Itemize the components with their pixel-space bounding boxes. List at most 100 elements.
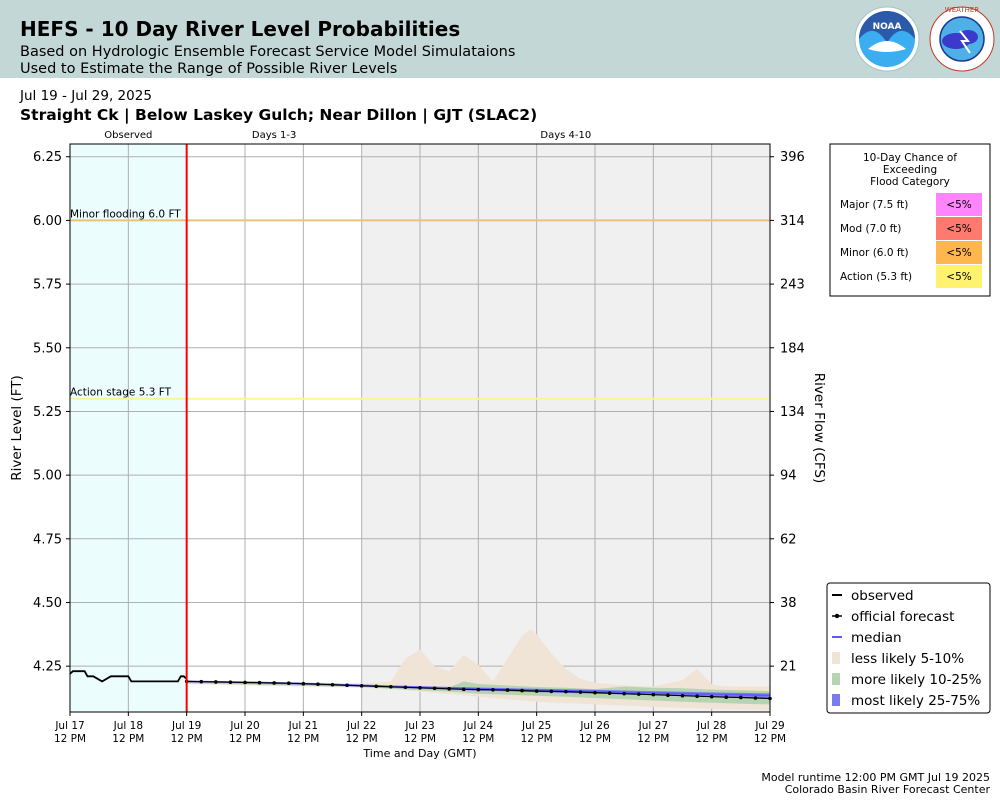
y-tick-label-6: 5.75 — [33, 278, 62, 293]
y-right-tick-label-6: 243 — [780, 278, 805, 293]
y-right-tick-label-5: 184 — [780, 341, 805, 356]
forecast-point-10 — [330, 682, 335, 687]
forecast-point-17 — [432, 686, 437, 691]
region-label-2: Days 4-10 — [540, 130, 591, 141]
x-tick-label-8: Jul 25 — [521, 720, 551, 732]
y-tick-label-8: 6.25 — [33, 150, 62, 165]
subtitle-line-1: Based on Hydrologic Ensemble Forecast Se… — [20, 44, 516, 60]
y-right-tick-label-7: 314 — [780, 214, 805, 229]
x-tick-sublabel-2: 12 PM — [171, 733, 203, 745]
y-tick-label-2: 4.75 — [33, 532, 62, 547]
y-tick-label-1: 4.50 — [33, 596, 62, 611]
header-bar: HEFS - 10 Day River Level Probabilities … — [0, 0, 1000, 78]
forecast-point-33 — [666, 693, 670, 697]
flood-table-title-1: Exceeding — [883, 164, 937, 176]
forecast-point-12 — [359, 683, 364, 688]
flood-row-label-2: Minor (6.0 ft) — [840, 247, 909, 259]
legend-swatch-3 — [832, 652, 840, 664]
model-runtime: Model runtime 12:00 PM GMT Jul 19 2025 — [761, 771, 990, 784]
x-tick-sublabel-3: 12 PM — [229, 733, 261, 745]
x-tick-label-3: Jul 20 — [229, 720, 259, 732]
forecast-point-21 — [491, 688, 495, 692]
flood-row-label-3: Action (5.3 ft) — [840, 271, 912, 283]
y-tick-label-5: 5.50 — [33, 341, 62, 356]
legend-label-5: most likely 25-75% — [851, 693, 980, 709]
nws-logo-icon: WEATHER — [929, 6, 995, 72]
y-tick-label-7: 6.00 — [33, 214, 62, 229]
legend-swatch-dot-1 — [834, 613, 840, 619]
flood-row-swatch-0 — [936, 193, 982, 216]
y-right-tick-label-0: 21 — [780, 660, 797, 675]
svg-text:NOAA: NOAA — [873, 22, 902, 32]
flood-table-title-2: Flood Category — [870, 176, 950, 188]
x-tick-label-6: Jul 23 — [404, 720, 434, 732]
forecast-point-9 — [316, 682, 320, 687]
flood-row-label-0: Major (7.5 ft) — [840, 199, 908, 211]
flood-row-swatch-1 — [936, 217, 982, 240]
x-tick-label-9: Jul 26 — [579, 720, 610, 732]
x-tick-label-5: Jul 22 — [346, 720, 376, 732]
legend-label-2: median — [851, 630, 902, 646]
forecast-point-15 — [403, 685, 408, 690]
forecast-point-37 — [724, 695, 729, 700]
y-axis-label: River Level (FT) — [9, 375, 25, 481]
threshold-label-1: Action stage 5.3 FT — [70, 387, 172, 399]
forecast-point-19 — [461, 687, 466, 692]
threshold-label-0: Minor flooding 6.0 FT — [70, 208, 181, 220]
region-label-0: Observed — [104, 130, 152, 141]
forecast-point-13 — [374, 684, 379, 689]
forecast-point-6 — [272, 681, 276, 685]
noaa-logo-icon: NOAA — [854, 6, 920, 72]
forecast-point-23 — [520, 688, 524, 693]
flood-row-value-2: <5% — [946, 247, 971, 259]
forecast-point-7 — [286, 681, 291, 686]
station-name: Straight Ck | Below Laskey Gulch; Near D… — [20, 106, 538, 124]
x-tick-sublabel-4: 12 PM — [287, 733, 319, 745]
region-label-1: Days 1-3 — [252, 130, 296, 141]
x-tick-label-4: Jul 21 — [288, 720, 318, 732]
forecast-point-18 — [447, 687, 451, 691]
region-bg-1 — [186, 144, 362, 712]
x-tick-label-7: Jul 24 — [463, 720, 494, 732]
x-tick-label-1: Jul 18 — [113, 720, 143, 732]
x-tick-sublabel-5: 12 PM — [346, 733, 378, 745]
legend-swatch-4 — [832, 673, 840, 685]
forecast-point-4 — [243, 680, 247, 685]
forecast-point-30 — [622, 691, 626, 696]
y-right-tick-label-3: 94 — [780, 469, 797, 484]
y-right-tick-label-8: 396 — [780, 150, 805, 165]
x-tick-sublabel-7: 12 PM — [462, 733, 494, 745]
x-tick-label-11: Jul 28 — [696, 720, 726, 732]
forecast-center: Colorado Basin River Forecast Center — [784, 783, 990, 796]
y-right-axis-label: River Flow (CFS) — [811, 373, 827, 483]
x-tick-sublabel-12: 12 PM — [754, 733, 786, 745]
forecast-point-5 — [257, 680, 262, 685]
forecast-point-16 — [418, 686, 422, 690]
flood-table-title-0: 10-Day Chance of — [863, 152, 957, 164]
y-tick-label-0: 4.25 — [33, 660, 62, 675]
forecast-point-3 — [228, 680, 233, 684]
forecast-point-8 — [301, 681, 306, 686]
subtitle-line-2: Used to Estimate the Range of Possible R… — [20, 61, 398, 77]
forecast-point-24 — [534, 689, 539, 693]
x-tick-label-12: Jul 29 — [754, 720, 784, 732]
x-tick-sublabel-9: 12 PM — [579, 733, 611, 745]
flood-row-value-3: <5% — [946, 271, 971, 283]
page-title: HEFS - 10 Day River Level Probabilities — [20, 17, 461, 41]
y-right-tick-label-1: 38 — [780, 596, 797, 611]
y-right-tick-label-2: 62 — [780, 532, 797, 547]
observed-line — [69, 670, 188, 683]
svg-text:WEATHER: WEATHER — [945, 6, 980, 14]
agency-logos: NOAA WEATHER — [854, 6, 995, 72]
legend-swatch-5 — [832, 694, 840, 706]
forecast-point-14 — [389, 684, 393, 689]
forecast-point-20 — [476, 687, 481, 692]
forecast-point-26 — [564, 689, 568, 694]
forecast-point-34 — [680, 693, 685, 698]
x-tick-sublabel-11: 12 PM — [696, 733, 728, 745]
forecast-point-38 — [739, 695, 743, 700]
x-axis-label: Time and Day (GMT) — [362, 747, 476, 760]
forecast-point-32 — [651, 692, 656, 697]
legend-label-0: observed — [851, 588, 914, 604]
